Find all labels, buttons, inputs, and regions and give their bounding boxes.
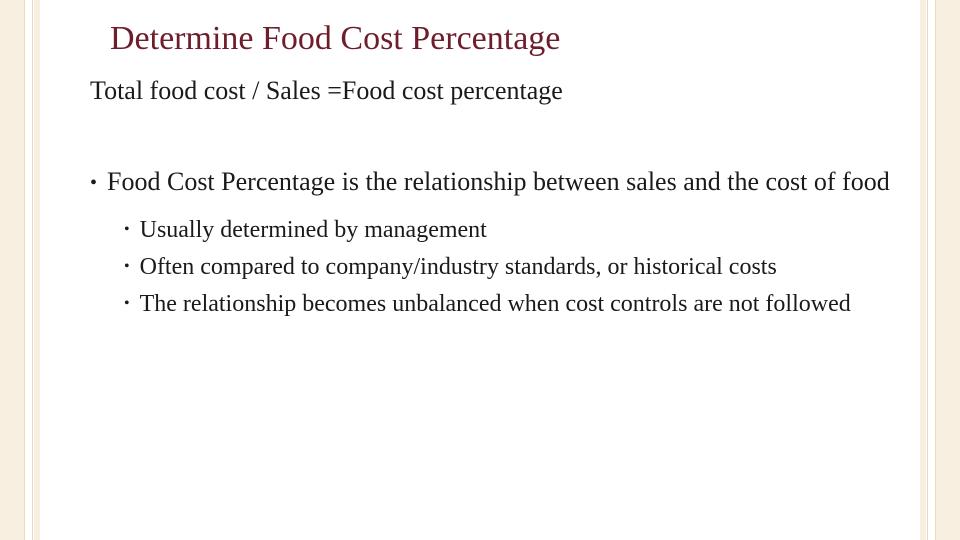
decorative-border-left (0, 0, 28, 540)
bullet-icon: • (124, 221, 130, 239)
bullet-icon: • (124, 258, 130, 276)
formula-text: Total food cost / Sales =Food cost perce… (90, 76, 890, 106)
sub-bullet-text: The relationship becomes unbalanced when… (140, 289, 851, 320)
sub-bullet: • Often compared to company/industry sta… (124, 252, 890, 283)
sub-bullet: • Usually determined by management (124, 215, 890, 246)
bullet-icon: • (124, 295, 130, 313)
main-bullet: • Food Cost Percentage is the relationsh… (90, 166, 890, 199)
decorative-border-right (932, 0, 960, 540)
decorative-stripe-left (34, 0, 40, 540)
slide-title: Determine Food Cost Percentage (110, 20, 890, 58)
decorative-stripe-right (920, 0, 926, 540)
bullet-icon: • (90, 172, 97, 195)
sub-bullet-text: Often compared to company/industry stand… (140, 252, 777, 283)
sub-bullet-list: • Usually determined by management • Oft… (124, 215, 890, 321)
sub-bullet: • The relationship becomes unbalanced wh… (124, 289, 890, 320)
main-bullet-text: Food Cost Percentage is the relationship… (107, 166, 890, 199)
sub-bullet-text: Usually determined by management (140, 215, 487, 246)
slide-content: Determine Food Cost Percentage Total foo… (90, 20, 890, 326)
